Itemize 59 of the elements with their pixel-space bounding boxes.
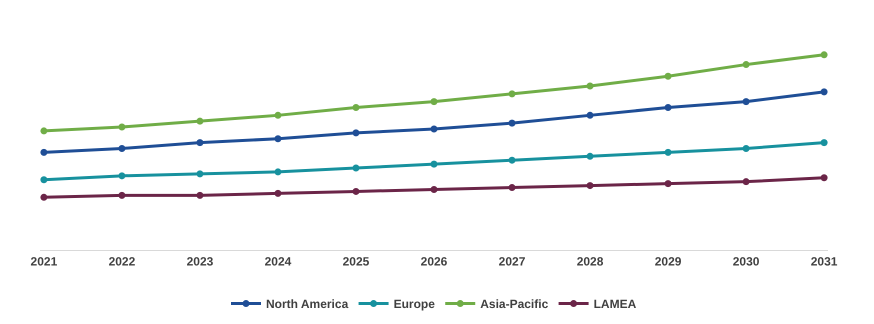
point <box>664 104 672 111</box>
point <box>118 192 126 199</box>
point <box>40 176 48 184</box>
point <box>40 148 48 156</box>
point <box>430 186 438 193</box>
legend-label: Europe <box>394 297 436 312</box>
point <box>820 51 828 58</box>
point <box>586 152 594 160</box>
point <box>40 194 48 201</box>
point <box>274 168 282 176</box>
point <box>586 112 594 119</box>
point <box>352 188 360 195</box>
x-tick-label: 2025 <box>342 254 370 268</box>
x-tick-label: 2030 <box>732 254 760 268</box>
point <box>352 164 360 172</box>
point <box>820 174 828 182</box>
point <box>508 156 516 164</box>
x-tick-label: 2021 <box>30 254 58 268</box>
point <box>430 160 438 168</box>
point <box>508 90 516 98</box>
x-tick-label: 2027 <box>498 254 526 268</box>
point <box>430 98 438 106</box>
point <box>196 192 204 199</box>
point <box>664 180 672 188</box>
point <box>508 184 516 192</box>
point <box>820 139 828 146</box>
point <box>274 112 282 119</box>
x-tick-label: 2029 <box>654 254 682 268</box>
point <box>586 182 594 190</box>
x-tick-label: 2028 <box>576 254 604 268</box>
point <box>118 145 126 152</box>
point <box>664 148 672 156</box>
point <box>196 170 204 178</box>
x-tick-label: 2031 <box>810 254 838 268</box>
point <box>196 118 204 125</box>
x-tick-label: 2023 <box>186 254 214 268</box>
legend-label: LAMEA <box>594 297 637 312</box>
point <box>508 120 516 127</box>
point <box>352 129 360 136</box>
point <box>274 190 282 197</box>
point <box>742 145 750 152</box>
point <box>352 104 360 111</box>
point <box>742 178 750 186</box>
point <box>118 172 126 180</box>
legend-label: North America <box>266 297 349 312</box>
x-tick-label: 2022 <box>108 254 136 268</box>
point <box>196 139 204 146</box>
point <box>118 124 126 131</box>
point <box>664 72 672 80</box>
legend-label: Asia-Pacific <box>480 297 549 312</box>
point <box>742 98 750 106</box>
x-tick-label: 2026 <box>420 254 448 268</box>
point <box>586 82 594 90</box>
point <box>40 127 48 134</box>
point <box>274 135 282 142</box>
point <box>430 125 438 132</box>
point <box>820 88 828 96</box>
point <box>742 61 750 68</box>
x-tick-label: 2024 <box>264 254 292 268</box>
